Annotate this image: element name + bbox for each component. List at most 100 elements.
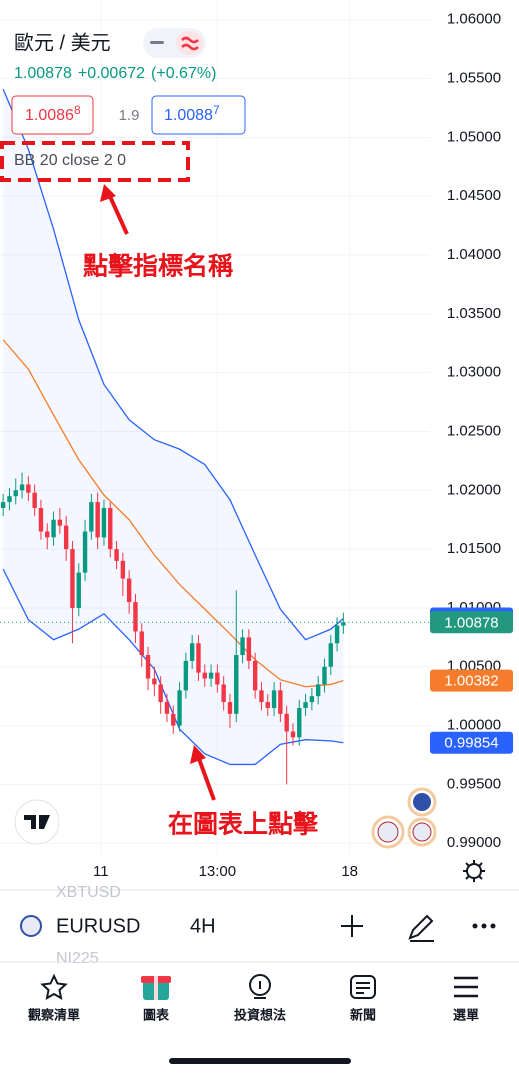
add-icon[interactable] (341, 915, 363, 937)
y-tick-label: 1.04000 (447, 246, 501, 263)
candle-body (303, 702, 308, 708)
candle-body (114, 549, 119, 561)
candle-body (240, 637, 245, 656)
symbol-flag (20, 915, 42, 937)
tab-label[interactable]: 新聞 (350, 1007, 376, 1022)
band-fill (3, 89, 344, 765)
candle-body (13, 490, 18, 497)
tab-label[interactable]: 投資想法 (234, 1007, 286, 1022)
candle-body (70, 549, 75, 608)
candle-body (19, 484, 25, 491)
candle-body (0, 502, 6, 508)
candle-body (120, 560, 126, 579)
x-tick-label: 18 (341, 863, 358, 880)
y-tick-label: 1.00000 (447, 717, 501, 734)
flag (413, 793, 431, 811)
tab-label[interactable]: 選單 (453, 1007, 479, 1022)
candle-body (139, 631, 144, 656)
tab-label[interactable]: 圖表 (143, 1007, 170, 1022)
candle-body (183, 660, 189, 691)
band-line (2, 339, 344, 688)
candle-body (32, 492, 37, 508)
candle-body (57, 519, 63, 526)
bid-price: 1.00868 (25, 103, 81, 124)
ask-price: 1.00887 (164, 103, 220, 124)
y-tick-label: 1.05000 (447, 128, 501, 145)
annotation: 點擊指標名稱 (83, 252, 233, 281)
arrow (196, 755, 216, 801)
candle-body (126, 578, 132, 603)
candle-body (26, 484, 31, 493)
y-tick-label: 1.01500 (447, 540, 501, 557)
price-label: 1.00878 (444, 614, 498, 631)
buy-button[interactable] (151, 95, 246, 135)
candle-body (158, 684, 163, 703)
y-tick-label: 0.99500 (447, 775, 501, 792)
toolbar-interval[interactable]: 4H (190, 915, 216, 937)
candle-body (234, 655, 239, 714)
plot[interactable] (0, 0, 430, 855)
candle-body (63, 525, 69, 550)
candle-body (38, 507, 44, 532)
news-icon (350, 975, 376, 999)
candle-body (259, 690, 264, 703)
wave-bg (176, 31, 203, 55)
toolbar-symbol[interactable]: EURUSD (56, 915, 140, 937)
annotation: 在圖表上點擊 (168, 811, 319, 839)
draw-icon[interactable] (408, 914, 434, 942)
tv-logo-mark (24, 815, 50, 829)
symbol-title[interactable]: 歐元 / 美元 (14, 31, 111, 54)
wave-icon (181, 36, 199, 51)
watchlist-icon (40, 973, 68, 1000)
spread: 1.9 (119, 107, 140, 124)
candle-body (164, 702, 170, 714)
indicator-legend[interactable]: BB 20 close 2 0 (14, 152, 126, 169)
arrow-head (100, 184, 116, 202)
candle-body (215, 672, 220, 685)
ribbon (154, 976, 158, 1000)
candle-body (89, 502, 94, 532)
y-tick-label: 1.05500 (447, 70, 501, 87)
price-label: 1.00382 (444, 673, 498, 690)
quote: 1.00878 +0.00672 (+0.67%) (14, 65, 216, 82)
y-tick-label: 1.02500 (447, 422, 501, 439)
ideas-icon-base (254, 981, 266, 999)
sell-button[interactable] (11, 95, 94, 135)
more-icon[interactable] (472, 923, 496, 929)
price-label-box (430, 731, 513, 754)
candle-body (177, 690, 182, 726)
candle-body (328, 643, 333, 667)
candle-body (246, 637, 252, 661)
toolbar-bg (0, 900, 519, 952)
price-label-box (430, 611, 513, 634)
x-tick-label: 11 (93, 863, 109, 880)
tab-label[interactable]: 觀察清單 (28, 1007, 80, 1022)
settings-spokes (463, 860, 485, 882)
candle-body (51, 519, 56, 538)
tv-logo[interactable] (14, 799, 60, 845)
candle-body (271, 690, 277, 708)
candle-body (278, 690, 283, 714)
candle-body (202, 672, 207, 679)
candle-body (322, 666, 327, 685)
candle-body (227, 702, 233, 714)
news-lines (356, 982, 370, 994)
arrow (106, 191, 129, 235)
band-line (2, 88, 344, 641)
candle-body (133, 602, 138, 632)
candle-body (208, 672, 214, 679)
candle-body (76, 572, 81, 608)
candle-body (196, 643, 201, 673)
candle-body (265, 702, 270, 708)
candle-body (315, 684, 321, 697)
candle-body (252, 660, 258, 691)
candle-body (189, 643, 195, 661)
candle-body (297, 707, 302, 738)
ideas-icon (249, 974, 271, 996)
flag (377, 821, 399, 843)
candle-body (341, 622, 346, 626)
candle-body (152, 678, 157, 685)
x-tick-label: 13:00 (199, 863, 237, 880)
